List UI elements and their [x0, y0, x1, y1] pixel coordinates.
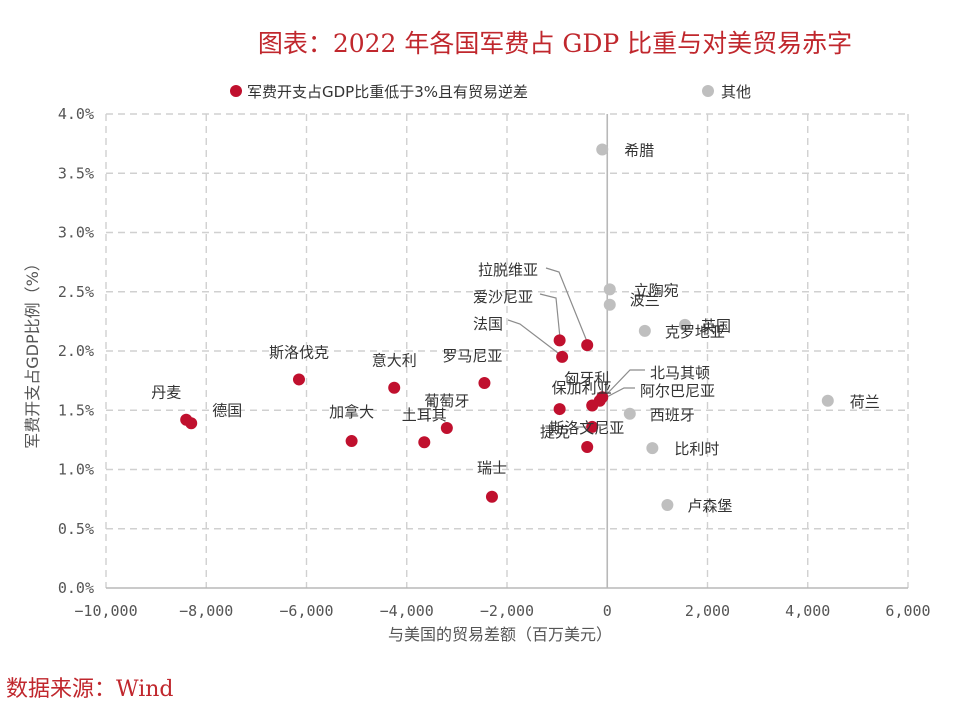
- chart-title: 图表：2022 年各国军费占 GDP 比重与对美贸易赤字: [257, 29, 853, 58]
- point-label: 法国: [473, 315, 503, 333]
- point-label: 荷兰: [850, 393, 880, 411]
- data-point: [553, 334, 566, 347]
- data-point: [388, 381, 401, 394]
- data-point: [440, 422, 453, 435]
- point-label: 罗马尼亚: [442, 347, 502, 365]
- y-tick-label: 0.0%: [58, 579, 94, 597]
- point-label: 瑞士: [477, 459, 507, 477]
- data-point: [678, 318, 691, 331]
- point-label: 比利时: [674, 440, 719, 458]
- x-tick-label: 4,000: [785, 602, 830, 620]
- point-label: 克罗地亚: [665, 323, 725, 341]
- data-point: [581, 440, 594, 453]
- point-label: 西班牙: [650, 406, 695, 424]
- data-point: [603, 298, 616, 311]
- point-label: 德国: [212, 401, 242, 419]
- y-tick-label: 3.5%: [58, 164, 94, 182]
- y-axis-title: 军费开支占GDP比例（%）: [23, 255, 42, 449]
- x-tick-labels: −10,000 −8,000 −6,000 −4,000 −2,000 0 2,000 4,0…: [74, 602, 930, 620]
- y-tick-label: 2.5%: [58, 283, 94, 301]
- data-point: [638, 324, 651, 337]
- point-label: 捷克: [540, 423, 570, 441]
- source-note: 数据来源：Wind: [6, 677, 174, 702]
- point-label: 拉脱维亚: [478, 261, 538, 279]
- data-point: [485, 490, 498, 503]
- axes: [106, 114, 908, 589]
- data-point: [623, 407, 636, 420]
- y-tick-label: 1.5%: [58, 401, 94, 419]
- data-point: [556, 350, 569, 363]
- x-tick-label: −4,000: [380, 602, 434, 620]
- x-axis-title: 与美国的贸易差额（百万美元）: [388, 625, 612, 644]
- data-point: [646, 442, 659, 455]
- x-tick-label: 2,000: [685, 602, 730, 620]
- point-label: 希腊: [624, 142, 654, 160]
- y-tick-label: 3.0%: [58, 224, 94, 242]
- leader-line: [603, 369, 645, 398]
- data-point: [553, 403, 566, 416]
- y-tick-labels: 0.0% 0.5% 1.0% 1.5% 2.0% 2.5% 3.0% 3.5% 4.0%: [58, 105, 94, 597]
- legend-label-other: 其他: [721, 83, 751, 101]
- label-leader-lines: [507, 267, 645, 428]
- point-label: 丹麦: [151, 384, 181, 402]
- leader-line: [602, 387, 635, 400]
- point-label: 爱沙尼亚: [473, 288, 533, 306]
- x-tick-label: 0: [603, 602, 612, 620]
- leader-line: [539, 293, 561, 339]
- point-label: 卢森堡: [687, 497, 732, 515]
- y-tick-label: 0.5%: [58, 520, 94, 538]
- leader-line: [507, 319, 563, 357]
- point-label: 英国: [701, 317, 731, 335]
- y-tick-label: 1.0%: [58, 461, 94, 479]
- point-label: 北马其顿: [650, 364, 710, 382]
- data-point: [596, 143, 609, 156]
- point-labels: 希腊立陶宛波兰克罗地亚英国西班牙比利时卢森堡 荷兰 丹麦德国 斯洛伐克意大利加拿大 土耳…: [151, 142, 880, 515]
- data-point: [185, 417, 198, 430]
- data-points: [180, 143, 834, 512]
- point-label: 立陶宛: [634, 281, 679, 299]
- point-label: 保加利亚: [552, 379, 612, 397]
- point-label: 加拿大: [329, 403, 374, 421]
- legend-label-highlight: 军费开支占GDP比重低于3%且有贸易逆差: [247, 83, 528, 101]
- point-label: 匈牙利: [564, 370, 609, 388]
- x-tick-label: −2,000: [480, 602, 534, 620]
- x-tick-label: 6,000: [885, 602, 930, 620]
- point-label: 土耳其: [402, 406, 447, 424]
- data-point: [593, 394, 606, 407]
- leader-line: [545, 267, 589, 345]
- data-point: [661, 499, 674, 512]
- data-point: [478, 376, 491, 389]
- point-label: 意大利: [372, 352, 417, 370]
- legend: 军费开支占GDP比重低于3%且有贸易逆差 其他: [230, 83, 751, 101]
- legend-marker-highlight: [230, 85, 242, 97]
- point-label: 波兰: [630, 291, 660, 309]
- point-label: 斯洛伐克: [269, 343, 329, 361]
- data-point: [581, 339, 594, 352]
- data-point: [821, 394, 834, 407]
- data-point: [345, 435, 358, 448]
- point-label: 阿尔巴尼亚: [640, 382, 715, 400]
- x-tick-label: −10,000: [74, 602, 137, 620]
- legend-marker-other: [702, 85, 714, 97]
- data-point: [292, 373, 305, 386]
- x-tick-label: −8,000: [179, 602, 233, 620]
- point-label: 斯洛文尼亚: [549, 419, 624, 437]
- data-point: [418, 436, 431, 449]
- data-point: [586, 420, 599, 433]
- grid-lines: [105, 113, 909, 588]
- data-point: [603, 283, 616, 296]
- point-label: 葡萄牙: [424, 392, 469, 410]
- x-tick-label: −6,000: [279, 602, 333, 620]
- y-tick-label: 4.0%: [58, 105, 94, 123]
- y-tick-label: 2.0%: [58, 342, 94, 360]
